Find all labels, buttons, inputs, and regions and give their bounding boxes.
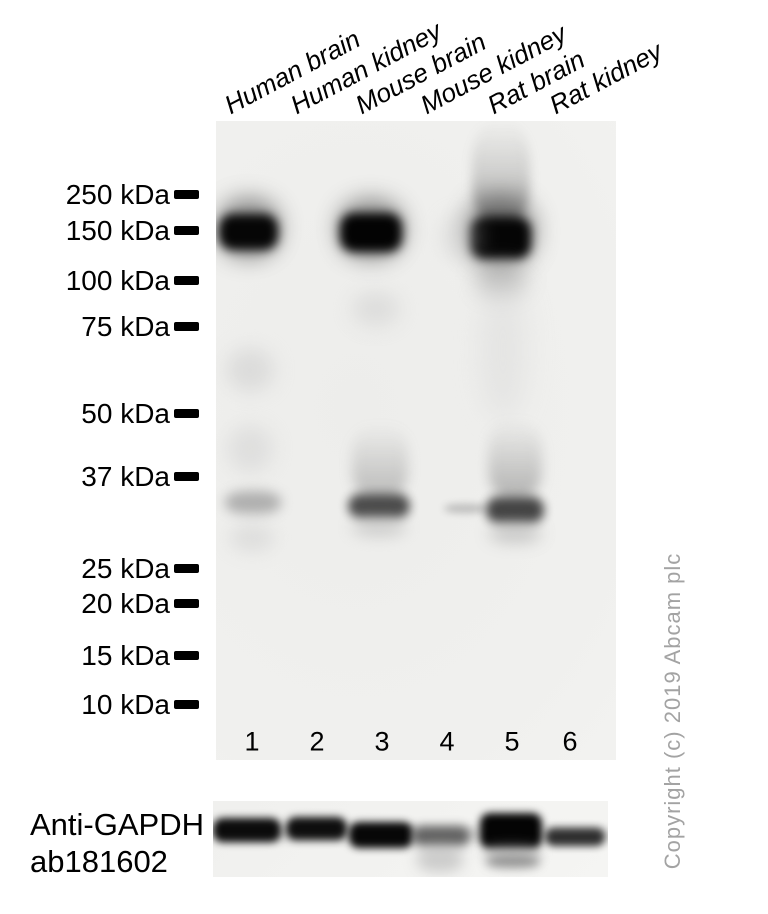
marker-tick	[174, 190, 199, 199]
band-lane1-core-150	[219, 214, 278, 250]
antibody-name: Anti-GAPDH	[30, 807, 204, 842]
copyright-text: Copyright (c) 2019 Abcam plc	[660, 552, 685, 870]
loading-control-membrane	[213, 801, 608, 877]
marker-tick	[174, 651, 199, 660]
band-lane3-core-150	[340, 213, 402, 252]
marker-label: 50 kDa	[81, 398, 170, 429]
marker-label: 100 kDa	[65, 265, 170, 296]
band-lane5-mid-column	[480, 280, 526, 420]
band-gapdh-lane3	[349, 822, 413, 848]
marker-tick	[174, 276, 199, 285]
band-lane3-faint-spot	[352, 292, 400, 326]
band-gapdh-lane1	[213, 818, 281, 842]
band-gapdh-lane5	[480, 813, 542, 849]
marker-tick	[174, 226, 199, 235]
marker-tick	[174, 322, 199, 331]
marker-label: 10 kDa	[81, 689, 170, 720]
marker-label: 20 kDa	[81, 588, 170, 619]
loading-control-label: Anti-GAPDH ab181602	[30, 806, 204, 880]
antibody-catalog-number: ab181602	[30, 844, 168, 879]
band-lane5-tail-33	[489, 523, 541, 543]
marker-label: 250 kDa	[65, 179, 170, 210]
band-lane1-faint-blob3	[229, 524, 275, 552]
marker-tick	[174, 700, 199, 709]
lane-number-6: 6	[562, 726, 578, 757]
band-gapdh-lane4	[412, 826, 470, 846]
lane-number-5: 5	[504, 726, 520, 757]
lane-number-4: 4	[439, 726, 455, 757]
band-gapdh-lane6	[545, 828, 605, 846]
band-lane4-thin-line	[444, 504, 486, 513]
band-gapdh-lane5-sub	[486, 855, 540, 868]
band-lane5-band-33	[486, 497, 544, 523]
band-gapdh-lane4-smear	[417, 846, 463, 872]
marker-label: 75 kDa	[81, 311, 170, 342]
main-blot-membrane	[216, 121, 616, 760]
band-lane3-band-33	[348, 494, 410, 518]
band-lane1-faint-blob1	[226, 348, 274, 392]
band-lane3-tail-33	[352, 518, 406, 536]
marker-tick	[174, 564, 199, 573]
lane-number-1: 1	[244, 726, 260, 757]
marker-tick	[174, 599, 199, 608]
marker-label: 15 kDa	[81, 640, 170, 671]
band-lane5-smear-33	[488, 420, 542, 500]
marker-label: 25 kDa	[81, 553, 170, 584]
band-gapdh-lane2	[286, 817, 347, 840]
lane-number-2: 2	[309, 726, 325, 757]
band-lane1-band-33	[225, 491, 281, 514]
lane-number-3: 3	[374, 726, 390, 757]
marker-label: 150 kDa	[65, 215, 170, 246]
marker-label: 37 kDa	[81, 461, 170, 492]
band-lane1-faint-blob2	[227, 425, 273, 473]
marker-tick	[174, 472, 199, 481]
marker-tick	[174, 409, 199, 418]
band-lane4-smudge-150	[440, 214, 480, 260]
band-lane5-tail-150	[476, 262, 526, 296]
band-lane3-smear-33	[352, 425, 408, 500]
band-lane5-core-150	[470, 217, 531, 259]
